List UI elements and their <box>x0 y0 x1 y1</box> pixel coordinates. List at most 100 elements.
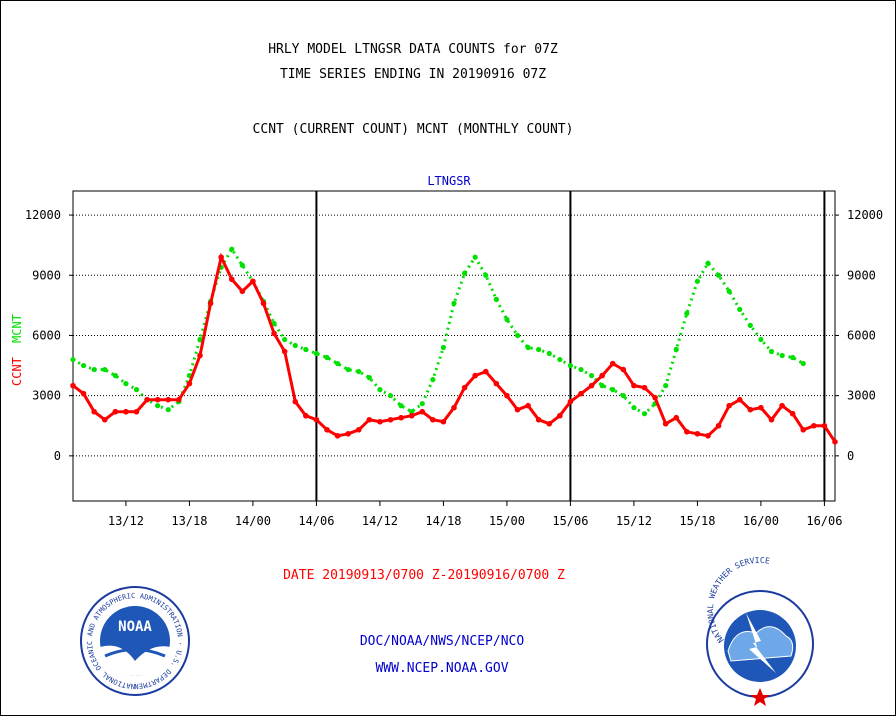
data-point-mcnt <box>165 407 171 413</box>
data-point-mcnt <box>324 354 330 361</box>
plot-area-border <box>72 190 836 502</box>
data-point-ccnt <box>525 402 531 409</box>
data-point-ccnt <box>207 300 214 307</box>
noaa-ring-text: NATIONAL OCEANIC AND ATMOSPHERIC ADMINIS… <box>1 1 184 690</box>
data-point-mcnt <box>345 366 351 373</box>
data-point-ccnt <box>779 402 785 409</box>
data-point-ccnt <box>557 412 563 419</box>
data-point-ccnt <box>165 396 172 403</box>
data-point-ccnt <box>620 366 627 373</box>
data-point-ccnt <box>726 402 732 409</box>
data-point-mcnt <box>70 356 76 363</box>
data-point-ccnt <box>387 416 394 423</box>
x-tick-label: 14/18 <box>425 514 461 528</box>
data-point-ccnt <box>758 404 764 411</box>
data-point-mcnt <box>694 278 701 284</box>
x-tick-label: 15/18 <box>679 514 715 528</box>
data-point-ccnt <box>324 426 330 433</box>
data-point-ccnt <box>461 384 468 391</box>
x-tick-label: 14/00 <box>235 514 271 528</box>
data-point-ccnt <box>588 382 595 389</box>
data-point-ccnt <box>101 416 108 423</box>
data-point-ccnt <box>694 430 701 437</box>
data-point-ccnt <box>366 416 373 423</box>
data-point-ccnt <box>70 382 76 389</box>
data-point-mcnt <box>112 372 118 379</box>
x-tick-label: 13/12 <box>108 514 144 528</box>
data-point-mcnt <box>430 377 436 383</box>
data-point-mcnt <box>493 296 499 302</box>
data-point-mcnt <box>620 393 626 399</box>
data-point-mcnt <box>610 387 616 393</box>
data-point-mcnt <box>768 348 775 355</box>
data-point-mcnt <box>356 368 362 375</box>
data-point-ccnt <box>451 404 457 411</box>
data-point-mcnt <box>779 352 785 359</box>
data-point-mcnt <box>747 322 753 329</box>
data-point-mcnt <box>133 387 140 393</box>
url-link[interactable]: WWW.NCEP.NOAA.GOV <box>375 661 508 676</box>
data-point-mcnt <box>461 270 468 276</box>
data-point-ccnt <box>144 396 150 403</box>
y-axis-label-mcnt: MCNT <box>10 314 24 343</box>
data-point-mcnt <box>303 346 309 353</box>
y-tick-label-left: 6000 <box>32 328 61 342</box>
data-point-mcnt <box>578 366 584 373</box>
data-point-mcnt <box>715 272 722 278</box>
data-point-ccnt <box>652 394 658 401</box>
x-tick-label: 15/06 <box>552 514 588 528</box>
y-tick-label-left: 9000 <box>32 268 61 282</box>
data-point-ccnt <box>123 408 129 415</box>
data-point-ccnt <box>176 396 182 403</box>
x-tick-label: 14/06 <box>298 514 334 528</box>
data-point-ccnt <box>504 392 510 399</box>
data-point-mcnt <box>292 342 298 349</box>
noaa-logo: NATIONAL OCEANIC AND ATMOSPHERIC ADMINIS… <box>0 0 190 696</box>
data-point-mcnt <box>91 366 97 373</box>
data-point-ccnt <box>154 396 161 403</box>
data-point-ccnt <box>514 406 521 413</box>
day-separator-lines <box>315 191 826 501</box>
data-point-mcnt <box>546 350 552 357</box>
data-point-mcnt <box>419 401 425 407</box>
data-point-ccnt <box>303 412 309 419</box>
data-point-ccnt <box>599 372 605 379</box>
data-point-ccnt <box>186 380 193 387</box>
data-point-ccnt <box>250 278 256 285</box>
data-point-mcnt <box>409 409 415 415</box>
y-tick-label-left: 0 <box>54 449 61 463</box>
series-line-ccnt <box>72 252 837 443</box>
y-axis-ticks: 0 0 3000 3000 6000 6000 9000 9000 12000 12000 <box>25 208 883 463</box>
data-point-mcnt <box>588 372 595 379</box>
data-point-mcnt <box>514 332 521 339</box>
data-point-ccnt <box>662 420 669 427</box>
y-axis-label-ccnt: CCNT <box>10 357 24 386</box>
data-point-ccnt <box>482 368 489 375</box>
data-point-mcnt <box>387 393 394 399</box>
data-point-mcnt <box>705 260 711 266</box>
data-point-mcnt <box>80 362 87 369</box>
data-point-ccnt <box>334 432 341 439</box>
data-point-ccnt <box>609 360 616 367</box>
chart-header-line3: CCNT (CURRENT COUNT) MCNT (MONTHLY COUNT… <box>253 122 574 137</box>
data-point-ccnt <box>736 396 743 403</box>
data-point-ccnt <box>768 416 775 423</box>
chart-header-line2: TIME SERIES ENDING IN 20190916 07Z <box>280 67 546 82</box>
data-point-mcnt <box>440 344 447 351</box>
data-point-ccnt <box>228 276 235 283</box>
data-point-ccnt <box>91 408 97 415</box>
data-point-ccnt <box>535 416 542 423</box>
data-point-mcnt <box>334 360 341 367</box>
data-point-mcnt <box>790 354 796 361</box>
data-point-ccnt <box>832 439 838 445</box>
data-point-ccnt <box>313 416 320 423</box>
data-point-mcnt <box>525 344 531 351</box>
chart-title: LTNGSR <box>427 174 471 188</box>
series-line-mcnt <box>72 246 805 416</box>
data-point-ccnt <box>133 408 140 415</box>
data-point-mcnt <box>271 320 277 327</box>
y-tick-label-left: 12000 <box>25 208 61 222</box>
data-point-ccnt <box>260 300 267 307</box>
